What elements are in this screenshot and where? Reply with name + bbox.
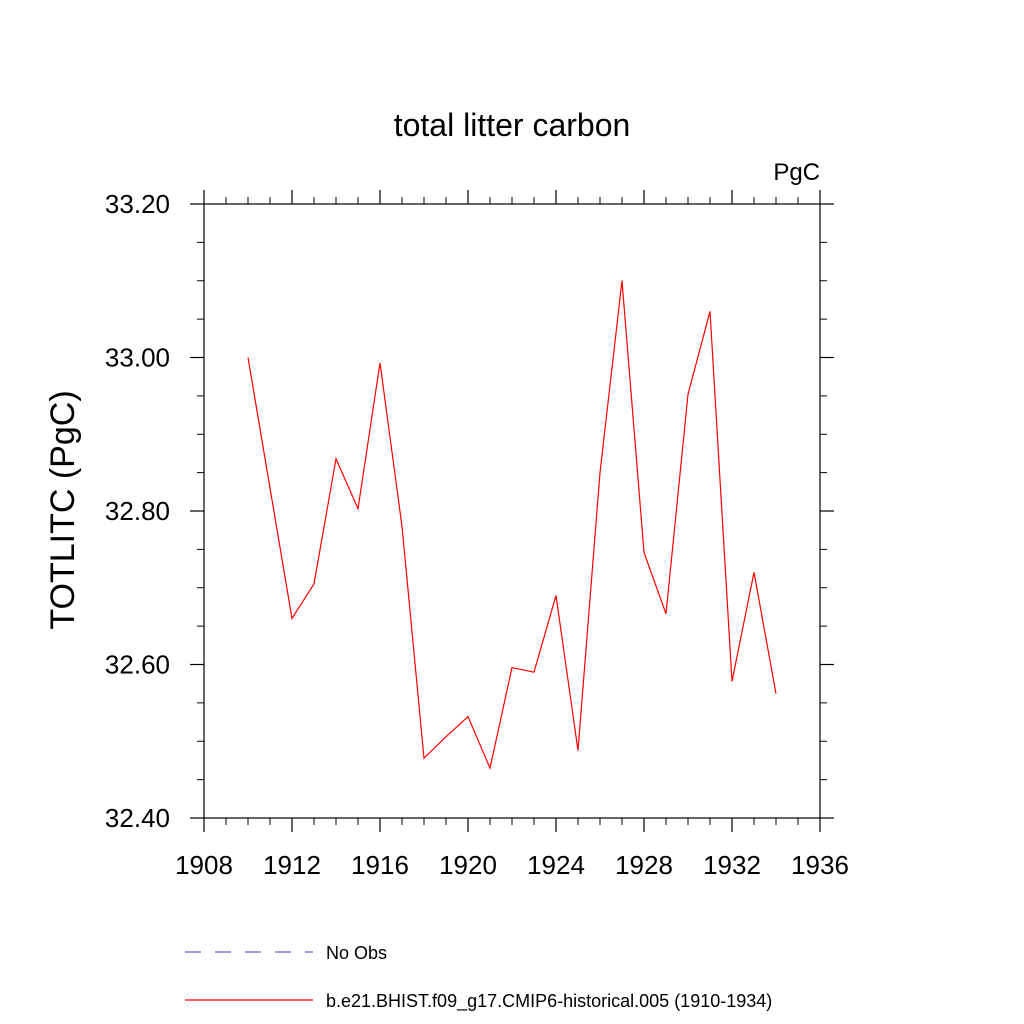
legend-label-no-obs: No Obs (326, 943, 387, 963)
y-tick-label: 33.20 (105, 189, 170, 219)
data-lines (247, 280, 777, 771)
x-tick-label: 1912 (263, 850, 321, 880)
y-tick-labels: 32.40 32.60 32.80 33.00 33.20 (105, 189, 170, 833)
x-tick-label: 1916 (351, 850, 409, 880)
x-tick-label: 1924 (527, 850, 585, 880)
axis-ticks (190, 190, 834, 832)
y-tick-label: 32.60 (105, 650, 170, 680)
x-tick-label: 1936 (791, 850, 849, 880)
legend: No Obs b.e21.BHIST.f09_g17.CMIP6-histori… (185, 943, 772, 1012)
units-label: PgC (773, 159, 820, 186)
x-tick-label: 1928 (615, 850, 673, 880)
y-tick-label: 32.40 (105, 803, 170, 833)
y-tick-label: 32.80 (105, 496, 170, 526)
chart-title: total litter carbon (394, 107, 631, 143)
series-line-1 (247, 280, 777, 771)
plot-frame (203, 203, 821, 819)
y-tick-label: 33.00 (105, 343, 170, 373)
x-tick-label: 1932 (703, 850, 761, 880)
x-tick-labels: 1908 1912 1916 1920 1924 1928 1932 1936 (175, 850, 849, 880)
x-tick-label: 1908 (175, 850, 233, 880)
x-tick-label: 1920 (439, 850, 497, 880)
y-axis-label: TOTLITC (PgC) (44, 390, 82, 629)
legend-label-model: b.e21.BHIST.f09_g17.CMIP6-historical.005… (326, 991, 772, 1012)
